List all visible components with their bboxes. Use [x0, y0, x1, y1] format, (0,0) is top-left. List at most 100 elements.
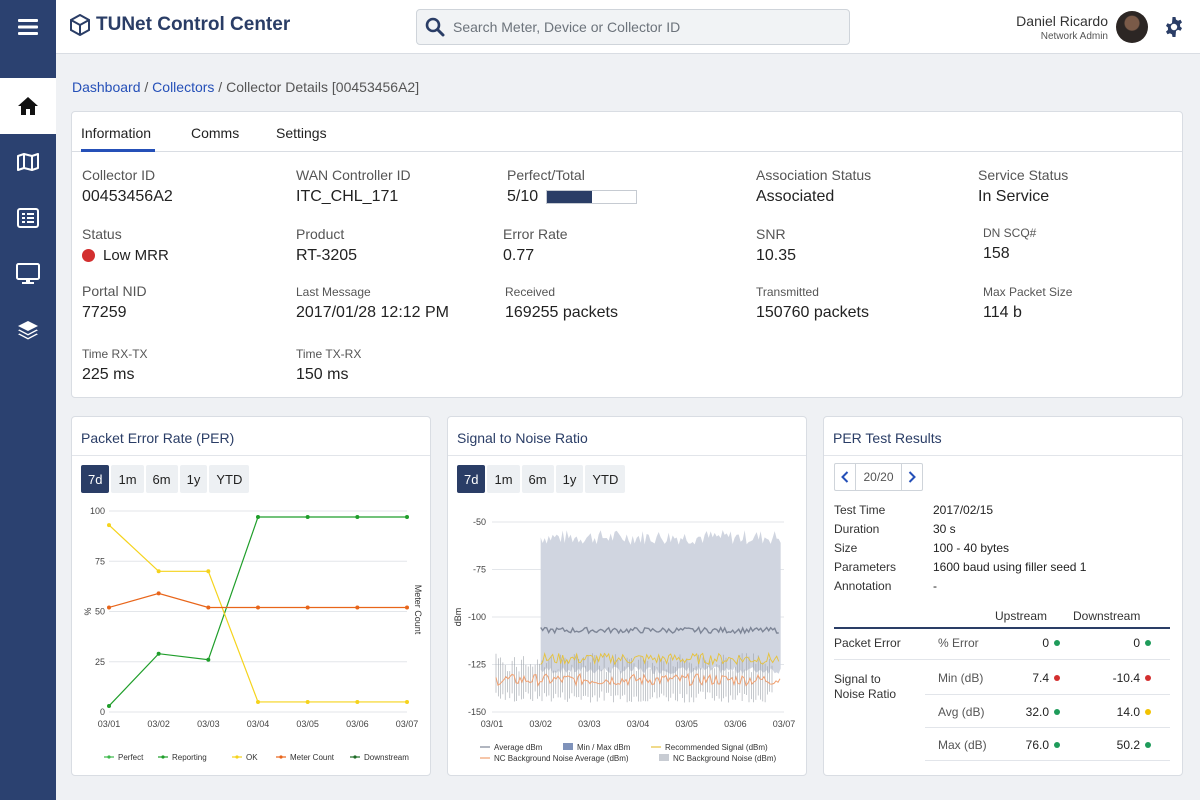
avatar[interactable] [1116, 11, 1148, 43]
snr-chart: -50 -75 -100 -125 -150 03/01 03/02 03/03 03/04 03… [453, 517, 795, 763]
field-time-tx-rx: Time TX-RX 150 ms [296, 347, 361, 384]
field-value: 0.77 [503, 247, 568, 265]
product-value: RT-3205 [296, 247, 358, 264]
active-tab-indicator [81, 149, 155, 152]
sidebar-item-home[interactable] [0, 78, 56, 134]
tab-comms[interactable]: Comms [191, 125, 240, 141]
status-dot-icon [1054, 640, 1060, 646]
brand[interactable]: TUNet Control Center [70, 14, 290, 36]
field-last-message: Last Message 2017/01/28 12:12 PM [296, 285, 449, 322]
field-value: Associated [756, 188, 871, 206]
field-value: 77259 [82, 304, 147, 322]
field-max-packet-size: Max Packet Size 114 b [983, 285, 1072, 322]
value-text: -10.4 [1112, 671, 1140, 685]
user-info[interactable]: Daniel Ricardo Network Admin [1016, 13, 1108, 42]
progress-fill [547, 191, 592, 203]
test-field-key: Annotation [834, 579, 892, 593]
search-box[interactable] [416, 9, 850, 45]
data-point [256, 605, 260, 610]
service-value: In Service [978, 188, 1050, 205]
row-divider [925, 694, 1170, 695]
snr-range-ytd[interactable]: YTD [585, 465, 626, 493]
x-tick-label: 03/01 [481, 719, 504, 729]
recommended-signal-line [540, 651, 780, 666]
tab-settings[interactable]: Settings [276, 125, 327, 141]
field-value: 2017/01/28 12:12 PM [296, 304, 449, 322]
field-value: 150 ms [296, 366, 361, 384]
test-field-key: Test Time [834, 503, 886, 517]
snr-range-selector: 7d 1m 6m 1y YTD [457, 465, 626, 493]
data-point [256, 515, 260, 520]
snr-range-1m[interactable]: 1m [487, 465, 520, 493]
packet-error-metric: % Error [938, 636, 979, 650]
field-label: Status [82, 226, 122, 242]
settings-button[interactable] [1164, 17, 1184, 42]
y-tick-label: 75 [95, 556, 105, 566]
field-label: Received [505, 285, 556, 299]
tab-information[interactable]: Information [81, 125, 152, 141]
breadcrumb-collectors[interactable]: Collectors [152, 79, 215, 95]
breadcrumb-separator: / [140, 79, 153, 95]
y-axis-label: % [83, 607, 93, 615]
pager-prev-button[interactable] [835, 464, 855, 490]
field-snr: SNR 10.35 [756, 226, 796, 265]
legend-swatch [563, 743, 573, 750]
search-icon [425, 17, 445, 37]
average-dbm-line [540, 626, 779, 635]
breadcrumb-dashboard[interactable]: Dashboard [72, 79, 141, 95]
x-tick-label: 03/05 [296, 719, 319, 729]
breadcrumb-separator: / [214, 79, 227, 95]
sidebar-item-list[interactable] [0, 190, 56, 246]
field-service-status: Service Status In Service [978, 167, 1068, 206]
x-tick-label: 03/07 [396, 719, 419, 729]
home-icon [18, 97, 38, 115]
sidebar-item-monitor[interactable] [0, 246, 56, 302]
snr-max-downstream: 50.2 [1084, 738, 1151, 752]
field-label: Product [296, 226, 345, 242]
per-range-1m[interactable]: 1m [111, 465, 144, 493]
sidebar-item-layers[interactable] [0, 302, 56, 358]
field-wan-controller: WAN Controller ID ITC_CHL_171 [296, 167, 411, 206]
field-label: Collector ID [82, 167, 156, 183]
legend-swatch-dot [107, 755, 111, 759]
pager-next-button[interactable] [902, 464, 922, 490]
data-point [355, 515, 360, 520]
field-value: 114 b [983, 304, 1072, 322]
snr-range-6m[interactable]: 6m [521, 465, 554, 493]
snr-range-1y[interactable]: 1y [555, 465, 584, 493]
transmitted-value: 150760 packets [756, 304, 869, 321]
per-range-6m[interactable]: 6m [145, 465, 178, 493]
collector-info-card: Information Comms Settings Collector ID … [71, 111, 1183, 398]
search-input[interactable] [453, 19, 833, 35]
app-title: TUNet Control Center [96, 14, 291, 35]
field-label: DN SCQ# [983, 226, 1037, 240]
status-value: Low MRR [103, 247, 169, 264]
per-range-ytd[interactable]: YTD [209, 465, 250, 493]
sidebar-item-map[interactable] [0, 134, 56, 190]
legend-label: Downstream [364, 753, 409, 762]
field-value: 158 [983, 245, 1036, 263]
per-range-selector: 7d 1m 6m 1y YTD [81, 465, 250, 493]
data-point [107, 605, 111, 610]
test-field-key: Duration [834, 522, 880, 536]
monitor-icon [16, 263, 40, 284]
x-tick-label: 03/04 [247, 719, 270, 729]
status-dot-icon [1054, 675, 1060, 681]
menu-button[interactable] [0, 0, 56, 54]
breadcrumb-current: Collector Details [00453456A2] [226, 79, 420, 95]
y-tick-label: -100 [468, 612, 486, 622]
x-tick-label: 03/06 [346, 719, 369, 729]
field-value: 150760 packets [756, 304, 869, 322]
per-range-1y[interactable]: 1y [179, 465, 208, 493]
snr-range-7d[interactable]: 7d [457, 465, 486, 493]
y-tick-label: -125 [468, 660, 486, 670]
value-text: 7.4 [1032, 671, 1049, 685]
top-bar: TUNet Control Center Daniel Ricardo Netw… [0, 0, 1200, 54]
legend-label: Recommended Signal (dBm) [665, 743, 768, 752]
breadcrumb: Dashboard / Collectors / Collector Detai… [72, 79, 419, 95]
data-point [405, 605, 409, 610]
field-value: RT-3205 [296, 247, 357, 265]
test-field-key: Parameters [834, 560, 897, 574]
field-label: Perfect/Total [507, 167, 585, 183]
per-range-7d[interactable]: 7d [81, 465, 110, 493]
